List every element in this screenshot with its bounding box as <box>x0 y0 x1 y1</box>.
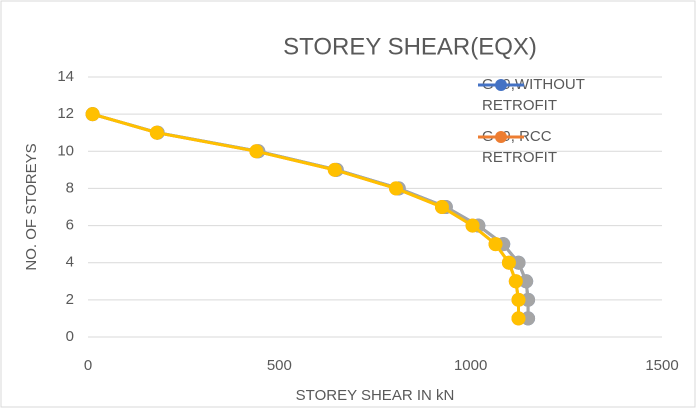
y-tick-label: 8 <box>66 179 74 196</box>
data-point <box>508 274 523 289</box>
data-point <box>327 162 342 177</box>
data-point <box>249 144 264 159</box>
x-tick-label: 500 <box>267 357 292 374</box>
x-axis-label: STOREY SHEAR IN kN <box>296 387 455 404</box>
legend-item: G+9,WITHOUT RETROFIT <box>478 74 688 116</box>
legend-key <box>478 131 524 143</box>
x-tick-label: 1000 <box>454 357 487 374</box>
data-point <box>511 292 526 307</box>
y-tick-label: 2 <box>66 291 74 308</box>
x-tick-label: 1500 <box>645 357 678 374</box>
data-point <box>434 200 449 214</box>
legend-label: G+9,WITHOUT RETROFIT <box>482 76 585 114</box>
y-tick-label: 4 <box>66 254 74 271</box>
data-point <box>519 274 534 289</box>
x-tick-label: 0 <box>84 357 92 374</box>
y-tick-label: 10 <box>57 142 74 159</box>
data-point <box>149 125 164 140</box>
data-point <box>521 292 536 307</box>
legend-item: G+9, RCC RETROFIT <box>478 126 688 168</box>
legend-marker <box>495 79 507 91</box>
y-tick-label: 0 <box>66 328 74 345</box>
data-point <box>521 311 536 326</box>
data-point <box>511 311 526 326</box>
data-point <box>465 218 480 233</box>
data-point <box>389 181 404 196</box>
data-point <box>501 255 516 270</box>
data-point <box>511 255 526 270</box>
y-tick-label: 12 <box>57 105 74 122</box>
data-point <box>488 237 503 252</box>
data-point <box>85 107 100 122</box>
legend-marker <box>495 131 507 143</box>
y-tick-label: 14 <box>57 68 74 85</box>
y-axis-label: NO. OF STOREYS <box>23 143 40 270</box>
legend-key <box>478 79 524 91</box>
chart-title: STOREY SHEAR(EQX) <box>283 33 537 60</box>
y-tick-label: 6 <box>66 217 74 234</box>
